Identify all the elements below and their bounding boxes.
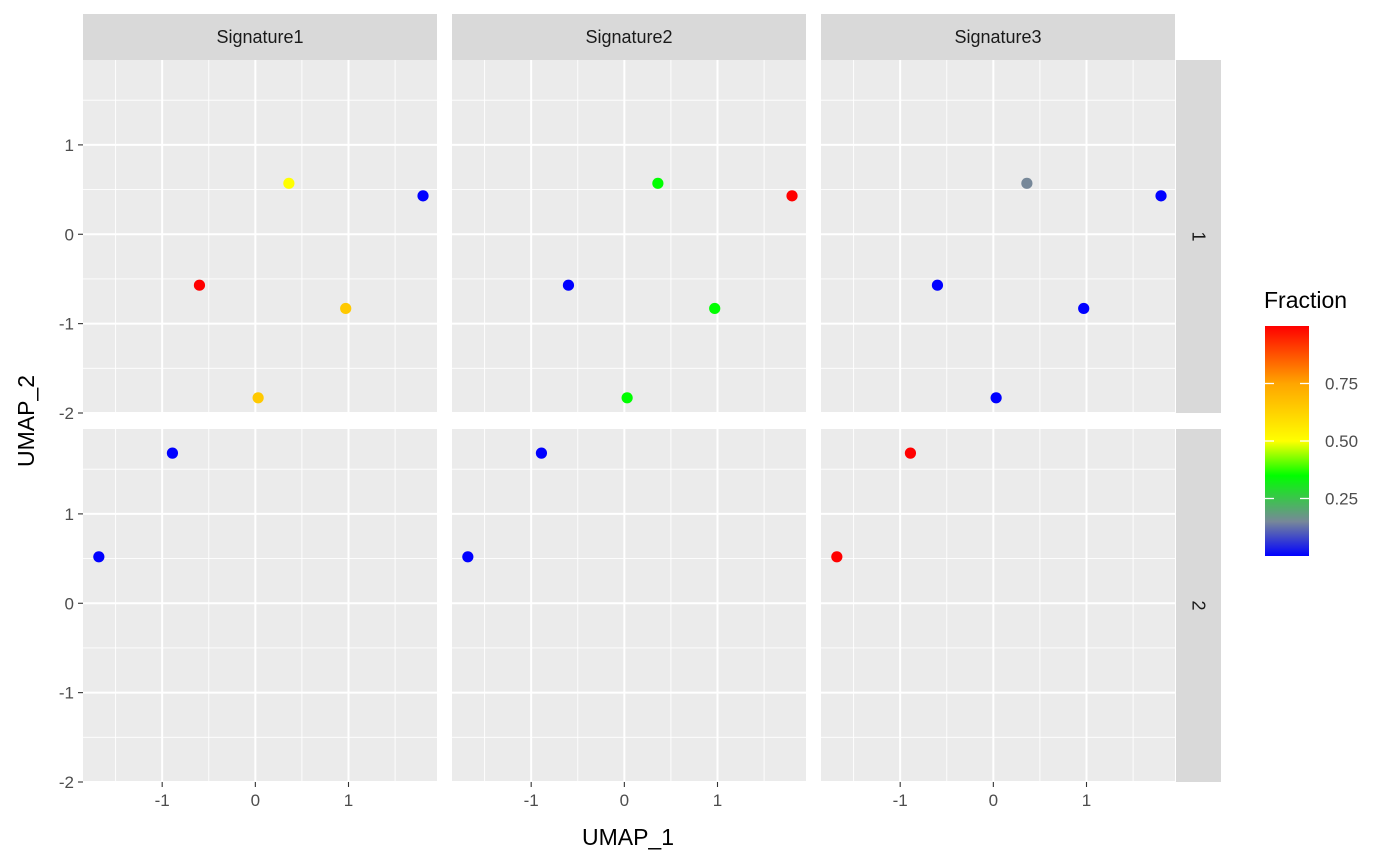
panel-signature3-row-1: [821, 60, 1175, 414]
panel-signature1-row-1: [83, 60, 437, 414]
data-point: [193, 279, 206, 291]
x-tick-label: 0: [620, 791, 629, 810]
strip-background: [821, 14, 1175, 60]
data-point: [904, 447, 917, 459]
strip-row-2: 2: [1176, 429, 1221, 782]
legend-title: Fraction: [1264, 287, 1347, 313]
panel-background: [821, 429, 1175, 782]
strip-label: Signature1: [216, 27, 303, 47]
y-tick-label: 0: [65, 594, 74, 613]
strip-background: [1176, 60, 1221, 413]
x-tick-label: -1: [893, 791, 908, 810]
strip-signature3: Signature3: [821, 14, 1175, 60]
strip-label: Signature2: [585, 27, 672, 47]
data-point: [652, 177, 664, 189]
x-tick-label: 0: [989, 791, 998, 810]
facet-panels: [83, 60, 1175, 783]
axes: -1 0 1 -1 0 1 -1 0 1 -2 -1 0 1 -2 -1 0 1: [59, 136, 1091, 810]
data-point: [786, 190, 798, 202]
y-tick-label: -1: [59, 684, 74, 703]
facet-strips: Signature1 Signature2 Signature3 1 2: [83, 14, 1221, 782]
panel-background: [83, 429, 437, 782]
y-tick-label: -2: [59, 773, 74, 792]
strip-label: 2: [1189, 600, 1209, 610]
x-tick-label: -1: [524, 791, 539, 810]
data-point: [252, 392, 264, 404]
strip-label: Signature3: [954, 27, 1041, 47]
panel-signature2-row-1: [452, 60, 806, 414]
strip-signature2: Signature2: [452, 14, 806, 60]
y-tick-label: -1: [59, 315, 74, 334]
data-point: [621, 392, 633, 404]
data-point: [462, 551, 474, 563]
legend-label: 0.50: [1325, 432, 1358, 451]
legend-label: 0.75: [1325, 375, 1358, 394]
strip-row-1: 1: [1176, 60, 1221, 413]
panel-signature2-row-2: [452, 429, 806, 783]
strip-background: [83, 14, 437, 60]
y-axis-title: UMAP_2: [13, 375, 39, 467]
data-point: [1155, 190, 1167, 202]
strip-background: [452, 14, 806, 60]
data-point: [831, 551, 843, 563]
y-tick-label: 0: [65, 225, 74, 244]
data-point: [931, 279, 944, 291]
data-point: [562, 279, 575, 291]
panel-background: [83, 60, 437, 413]
x-tick-label: 1: [1082, 791, 1091, 810]
y-tick-label: -2: [59, 404, 74, 423]
data-point: [709, 302, 721, 315]
x-tick-label: 1: [713, 791, 722, 810]
color-legend: Fraction 0.75 0.50 0.25: [1264, 287, 1358, 556]
data-point: [1021, 177, 1033, 189]
data-point: [417, 190, 429, 202]
data-point: [990, 392, 1002, 404]
legend-label: 0.25: [1325, 490, 1358, 509]
data-point: [340, 302, 352, 315]
x-tick-label: 1: [344, 791, 353, 810]
data-point: [93, 551, 105, 563]
x-tick-label: 0: [251, 791, 260, 810]
panel-background: [821, 60, 1175, 413]
data-point: [535, 447, 548, 459]
panel-background: [452, 429, 806, 782]
data-point: [283, 177, 295, 189]
y-tick-label: 1: [65, 505, 74, 524]
data-point: [1078, 302, 1090, 315]
x-axis-title: UMAP_1: [582, 824, 674, 850]
x-tick-label: -1: [155, 791, 170, 810]
panel-signature1-row-2: [83, 429, 437, 783]
y-tick-label: 1: [65, 136, 74, 155]
panel-signature3-row-2: [821, 429, 1175, 783]
data-point: [166, 447, 179, 459]
strip-label: 1: [1189, 231, 1209, 241]
panel-background: [452, 60, 806, 413]
strip-background: [1176, 429, 1221, 782]
strip-signature1: Signature1: [83, 14, 437, 60]
